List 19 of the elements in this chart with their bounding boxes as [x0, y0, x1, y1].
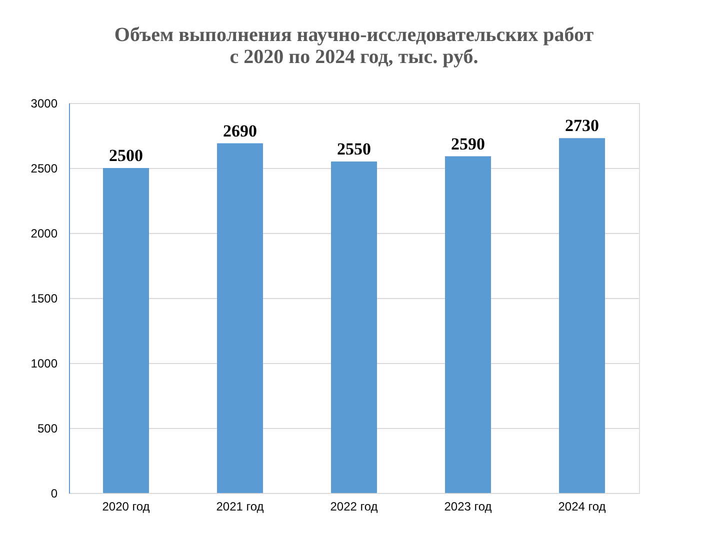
x-tick-label: 2023 год [444, 500, 492, 514]
data-label: 2550 [337, 140, 371, 158]
data-label: 2500 [109, 146, 143, 165]
y-tick-label: 1500 [30, 292, 58, 306]
y-tick-label: 500 [37, 422, 58, 436]
x-tick-label: 2022 год [330, 500, 378, 514]
x-tick-label: 2021 год [216, 500, 264, 514]
text: с 2020 по 2024 год, тыс. руб. [230, 46, 478, 68]
data-label: 2590 [451, 134, 485, 154]
data-label: 2730 [565, 116, 599, 136]
text: Объем выполнения научно-исследовательских работ [114, 24, 594, 46]
y-tick-label: 1000 [30, 356, 58, 370]
x-tick-label: 2024 год [558, 500, 606, 514]
data-label: 2690 [223, 121, 257, 140]
x-tick-label: 2020 год [102, 500, 150, 514]
y-tick-label: 2000 [30, 226, 58, 240]
y-tick-label: 3000 [30, 96, 58, 110]
y-tick-label: 2500 [30, 162, 58, 176]
y-tick-label: 0 [50, 486, 58, 500]
